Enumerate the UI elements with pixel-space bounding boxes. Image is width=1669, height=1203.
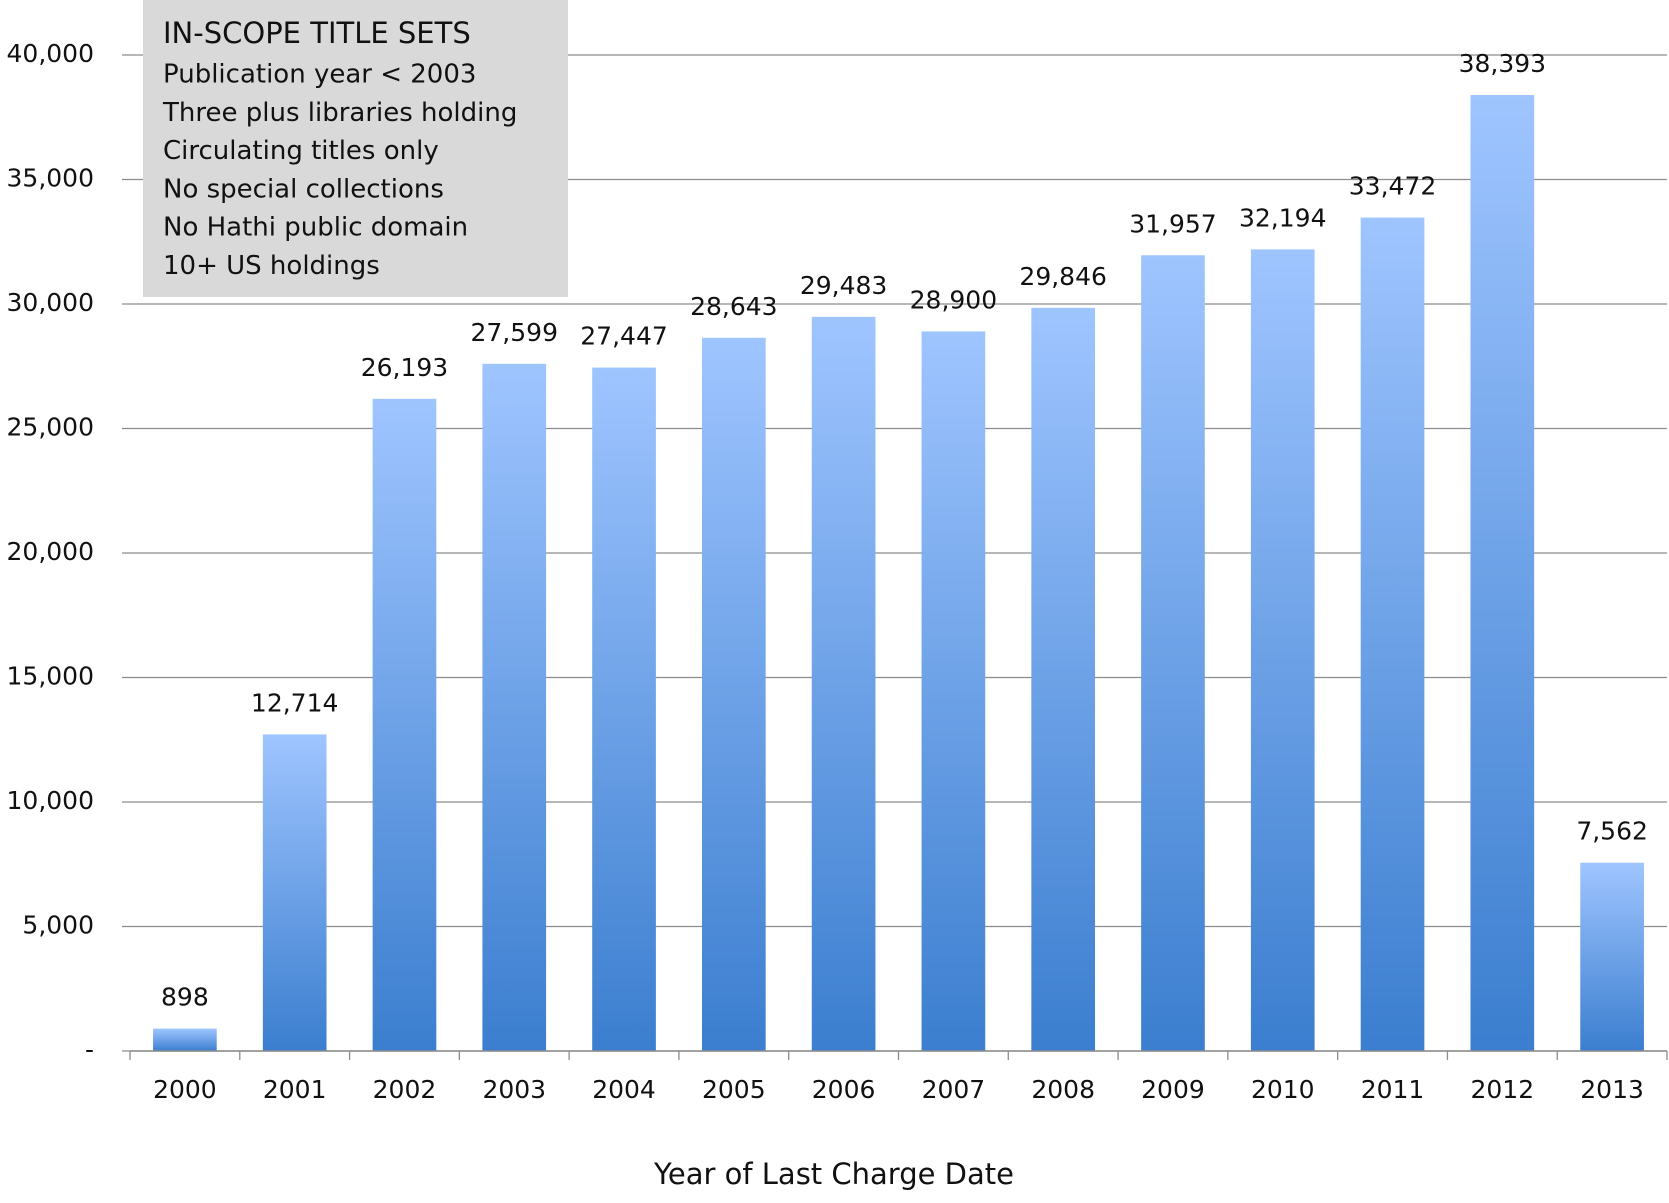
y-tick-label: -	[85, 1035, 94, 1064]
data-label: 32,194	[1239, 203, 1326, 232]
y-tick-label: 40,000	[7, 39, 94, 68]
y-tick-label: 25,000	[7, 413, 94, 442]
y-tick-label: 20,000	[7, 537, 94, 566]
data-label: 29,846	[1019, 262, 1106, 291]
data-label: 27,599	[471, 318, 558, 347]
data-label: 26,193	[361, 353, 448, 382]
annotation-box	[143, 0, 568, 297]
annotation-line: No Hathi public domain	[163, 213, 468, 243]
bar	[1580, 862, 1644, 1051]
bar	[1470, 95, 1535, 1052]
data-label: 31,957	[1129, 209, 1216, 238]
x-tick-label: 2002	[373, 1075, 437, 1104]
x-tick-label: 2005	[702, 1075, 766, 1104]
x-tick-label: 2013	[1580, 1075, 1644, 1104]
bar	[921, 331, 986, 1051]
data-label: 7,562	[1576, 817, 1648, 846]
annotation-line: Circulating titles only	[163, 136, 439, 166]
annotation-line: Publication year < 2003	[163, 60, 476, 90]
x-tick-label: 2010	[1251, 1075, 1315, 1104]
x-tick-label: 2000	[153, 1075, 217, 1104]
x-tick-label: 2012	[1471, 1075, 1535, 1104]
data-label: 27,447	[580, 322, 667, 351]
bar	[153, 1028, 217, 1051]
bars	[153, 95, 1644, 1052]
annotation-line: Three plus libraries holding	[162, 98, 517, 128]
x-tick-label: 2003	[482, 1075, 546, 1104]
data-label: 28,643	[690, 292, 777, 321]
x-axis-title: Year of Last Charge Date	[653, 1157, 1014, 1191]
x-tick-label: 2008	[1031, 1075, 1095, 1104]
data-label: 28,900	[910, 285, 997, 314]
data-label: 29,483	[800, 271, 887, 300]
y-tick-label: 35,000	[7, 164, 94, 193]
y-tick-label: 15,000	[7, 662, 94, 691]
data-label: 898	[161, 983, 209, 1012]
bar	[1141, 255, 1205, 1052]
annotation-line: No special collections	[163, 174, 444, 204]
data-label: 33,472	[1349, 172, 1436, 201]
annotation-title: IN-SCOPE TITLE SETS	[163, 16, 471, 50]
bar	[811, 316, 876, 1051]
x-tick-label: 2011	[1361, 1075, 1425, 1104]
bar	[262, 734, 327, 1051]
x-tick-label: 2001	[263, 1075, 327, 1104]
bar	[592, 367, 656, 1051]
data-label: 38,393	[1459, 49, 1546, 78]
bar	[1360, 217, 1425, 1052]
y-tick-label: 5,000	[22, 911, 94, 940]
bar	[482, 363, 547, 1051]
bar	[701, 337, 766, 1051]
bar	[1250, 249, 1315, 1052]
x-tick-label: 2007	[922, 1075, 986, 1104]
x-tick-label: 2006	[812, 1075, 876, 1104]
data-label: 12,714	[251, 688, 338, 717]
y-tick-label: 10,000	[7, 786, 94, 815]
bar	[372, 398, 437, 1051]
annotation-line: 10+ US holdings	[163, 251, 380, 281]
x-tick-label: 2009	[1141, 1075, 1205, 1104]
x-tick-label: 2004	[592, 1075, 656, 1104]
bar	[1031, 307, 1096, 1051]
y-tick-label: 30,000	[7, 288, 94, 317]
